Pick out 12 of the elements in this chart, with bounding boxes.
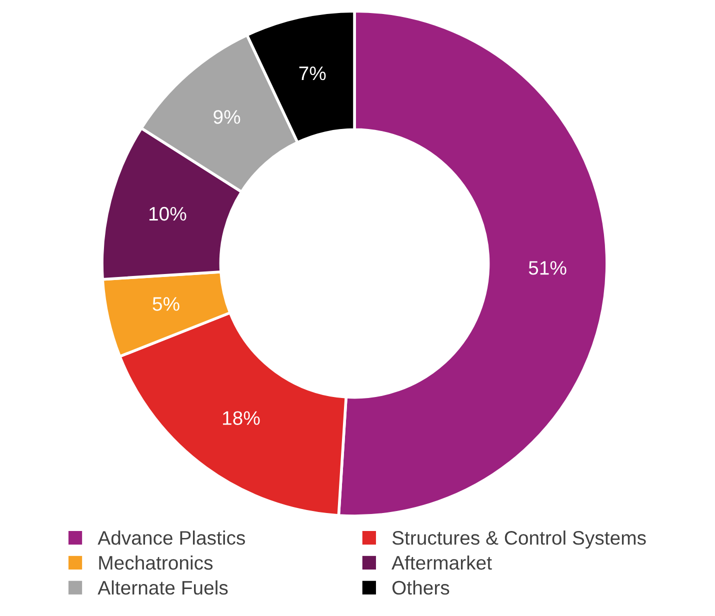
data-label: 5% (152, 297, 180, 311)
data-label: 9% (214, 110, 240, 124)
legend-label: Others (392, 580, 450, 595)
legend-label: Aftermarket (392, 555, 492, 570)
data-label: 51% (528, 261, 566, 275)
data-label: 10% (149, 206, 186, 221)
legend-label: Alternate Fuels (98, 580, 228, 595)
legend-label: Advance Plastics (98, 530, 245, 545)
legend-label: Mechatronics (99, 555, 213, 570)
data-label: 18% (223, 411, 260, 425)
data-label: 7% (299, 66, 326, 80)
legend-label: Structures & Control Systems (392, 530, 646, 549)
